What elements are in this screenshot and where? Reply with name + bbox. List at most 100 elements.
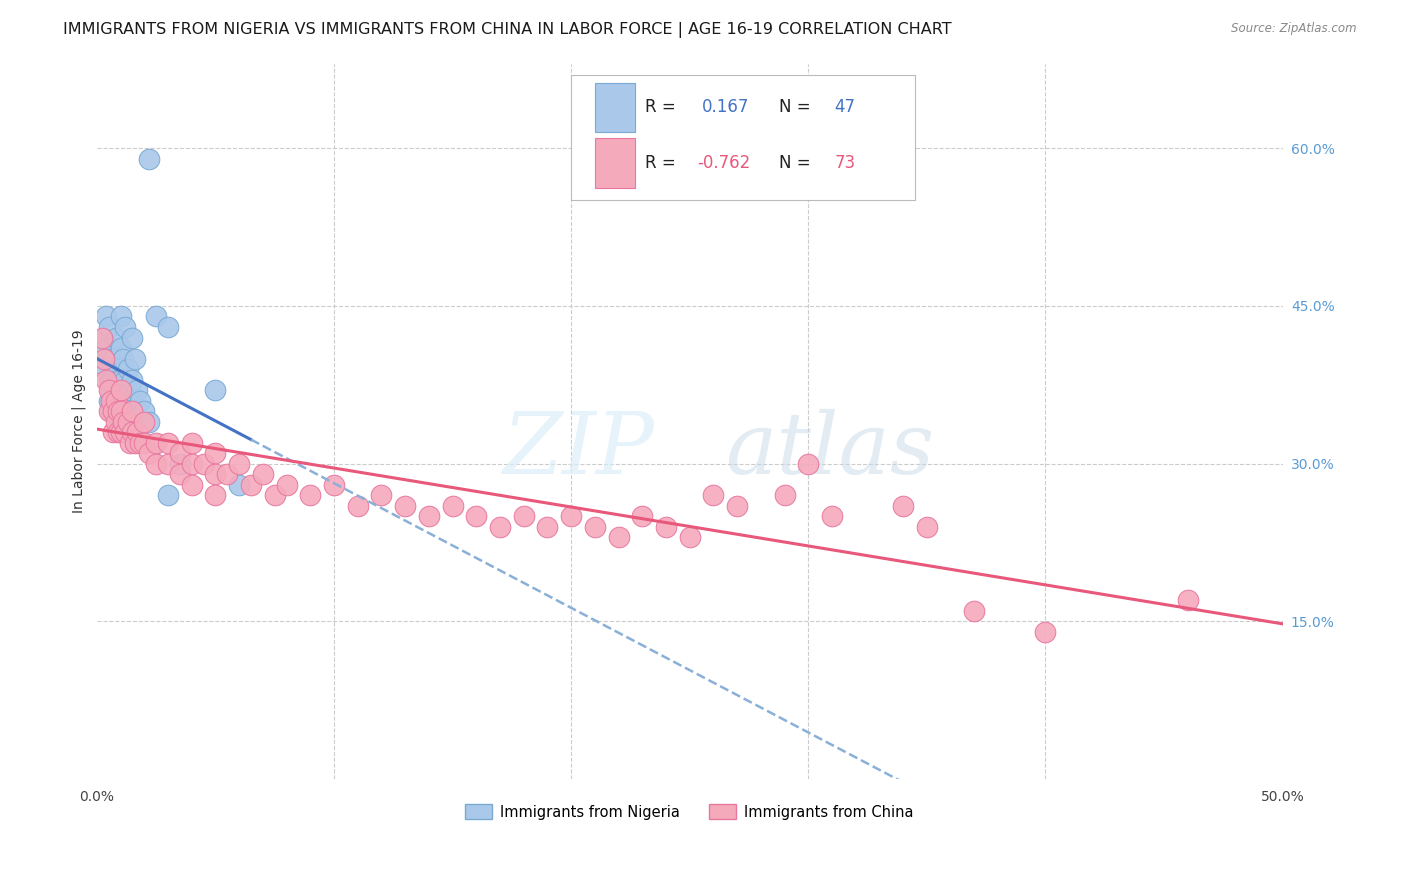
Point xyxy=(107,425,129,440)
Point xyxy=(121,373,143,387)
Point xyxy=(1177,593,1199,607)
Point xyxy=(134,404,156,418)
Point xyxy=(217,467,239,482)
Text: 73: 73 xyxy=(834,153,855,171)
Point xyxy=(97,404,120,418)
Point xyxy=(512,509,534,524)
Point xyxy=(103,373,125,387)
Point xyxy=(111,383,134,397)
Point xyxy=(93,351,115,366)
Point xyxy=(110,393,132,408)
Point xyxy=(418,509,440,524)
Text: atlas: atlas xyxy=(725,409,935,491)
Point xyxy=(156,488,179,502)
Point xyxy=(103,404,125,418)
Point xyxy=(583,520,606,534)
Point xyxy=(104,415,127,429)
Point xyxy=(103,351,125,366)
Point xyxy=(117,415,139,429)
Point xyxy=(138,152,160,166)
Point xyxy=(465,509,488,524)
Point xyxy=(891,499,914,513)
Point xyxy=(104,393,127,408)
Point xyxy=(128,393,150,408)
Text: R =: R = xyxy=(644,98,681,116)
Point xyxy=(169,446,191,460)
Point xyxy=(104,362,127,376)
Text: 47: 47 xyxy=(834,98,855,116)
Point xyxy=(100,393,122,408)
Point xyxy=(107,404,129,418)
Point xyxy=(607,530,630,544)
Point xyxy=(169,467,191,482)
Point xyxy=(204,446,226,460)
Point xyxy=(114,425,136,440)
Point xyxy=(323,477,346,491)
Point xyxy=(111,415,134,429)
Point xyxy=(110,341,132,355)
Point xyxy=(100,373,122,387)
Point xyxy=(489,520,512,534)
Point xyxy=(963,604,986,618)
Point xyxy=(263,488,285,502)
Point xyxy=(127,425,149,440)
Point xyxy=(725,499,748,513)
Point xyxy=(204,467,226,482)
Point xyxy=(180,457,202,471)
Point xyxy=(117,393,139,408)
Point xyxy=(138,415,160,429)
Point xyxy=(121,330,143,344)
Text: -0.762: -0.762 xyxy=(697,153,749,171)
Point xyxy=(96,373,118,387)
Point xyxy=(97,320,120,334)
Point xyxy=(121,404,143,418)
Text: N =: N = xyxy=(779,98,815,116)
Point xyxy=(370,488,392,502)
Point xyxy=(821,509,844,524)
Text: R =: R = xyxy=(644,153,681,171)
Point xyxy=(156,435,179,450)
Point xyxy=(631,509,654,524)
Point xyxy=(299,488,322,502)
FancyBboxPatch shape xyxy=(595,138,636,187)
Point xyxy=(96,310,118,324)
Point xyxy=(145,435,167,450)
Point xyxy=(96,341,118,355)
Point xyxy=(252,467,274,482)
Point xyxy=(93,330,115,344)
Point xyxy=(124,351,146,366)
Text: Source: ZipAtlas.com: Source: ZipAtlas.com xyxy=(1232,22,1357,36)
Point xyxy=(536,520,558,534)
Point xyxy=(114,373,136,387)
Point xyxy=(276,477,298,491)
Point xyxy=(797,457,820,471)
Point xyxy=(204,488,226,502)
FancyBboxPatch shape xyxy=(595,83,636,132)
Point xyxy=(441,499,464,513)
Point xyxy=(121,425,143,440)
Point xyxy=(97,351,120,366)
Point xyxy=(655,520,678,534)
Point xyxy=(103,425,125,440)
Point xyxy=(228,457,250,471)
Point xyxy=(915,520,938,534)
Point xyxy=(156,457,179,471)
Point xyxy=(104,404,127,418)
Legend: Immigrants from Nigeria, Immigrants from China: Immigrants from Nigeria, Immigrants from… xyxy=(460,798,920,826)
Point xyxy=(100,393,122,408)
Point xyxy=(97,383,120,397)
Point xyxy=(180,477,202,491)
Point xyxy=(110,373,132,387)
Point xyxy=(90,357,112,371)
Point xyxy=(104,330,127,344)
Point xyxy=(169,457,191,471)
Point xyxy=(103,404,125,418)
Point xyxy=(110,425,132,440)
Point xyxy=(134,435,156,450)
Point xyxy=(134,415,156,429)
Point xyxy=(145,457,167,471)
Point xyxy=(228,477,250,491)
Text: 0.167: 0.167 xyxy=(702,98,749,116)
Point xyxy=(193,457,215,471)
Point xyxy=(1035,625,1057,640)
